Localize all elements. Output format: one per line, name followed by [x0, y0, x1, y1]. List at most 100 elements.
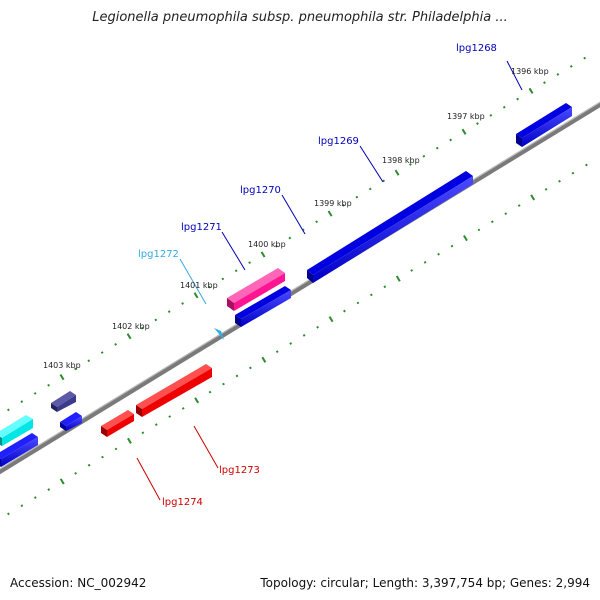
gene-label-lpg1274: lpg1274	[162, 497, 203, 508]
tick-mark	[235, 374, 239, 378]
tick-mark	[181, 407, 185, 410]
kbp-label-1402: 1402 kbp	[112, 322, 150, 331]
tick-mark	[328, 316, 334, 323]
gene-lpg1269[interactable]	[307, 171, 473, 283]
tick-mark	[463, 234, 468, 242]
tick-mark	[583, 56, 587, 60]
tick-mark	[100, 351, 104, 354]
tick-mark	[47, 488, 51, 491]
tick-mark	[221, 277, 225, 281]
tick-mark	[489, 113, 493, 117]
tick-mark	[502, 105, 506, 109]
tick-mark	[302, 333, 306, 337]
gene-lpg1270[interactable]	[235, 286, 291, 327]
gene-lpg1273[interactable]	[136, 364, 212, 417]
lower-tick-track	[7, 163, 588, 516]
tick-mark	[530, 194, 536, 201]
kbp-label-1398: 1398 kbp	[382, 156, 420, 165]
kbp-label-1400: 1400 kbp	[248, 240, 286, 249]
tick-mark	[461, 128, 467, 135]
tick-mark	[516, 97, 520, 101]
tick-mark	[275, 244, 278, 248]
tick-mark	[556, 73, 560, 76]
tick-mark	[114, 342, 117, 346]
kbp-labels: 1396 kbp 1397 kbp 1398 kbp 1399 kbp 1400…	[43, 67, 549, 370]
accession-text: Accession: NC_002942	[10, 576, 147, 590]
tick-mark	[368, 187, 372, 191]
tick-mark	[558, 179, 561, 183]
tick-mark	[248, 261, 251, 265]
gene-lpg1268[interactable]	[516, 103, 572, 147]
tick-mark	[316, 325, 319, 329]
tick-mark	[490, 220, 494, 224]
tick-mark	[141, 431, 145, 435]
tick-mark	[114, 447, 118, 451]
tick-mark	[289, 342, 293, 345]
tick-mark	[437, 252, 440, 256]
gene-blue-left[interactable]	[0, 433, 38, 467]
gene-label-lpg1273: lpg1273	[219, 465, 260, 476]
tick-mark	[59, 373, 65, 381]
tick-mark	[141, 326, 144, 330]
tick-mark	[208, 390, 212, 394]
tick-mark	[301, 228, 305, 232]
tick-mark	[476, 122, 479, 125]
gene-lpg1271[interactable]	[227, 268, 285, 311]
kbp-label-1399: 1399 kbp	[314, 199, 352, 208]
tick-mark	[7, 512, 10, 516]
gene-cyan-left[interactable]	[0, 415, 33, 446]
gene-lpg1274[interactable]	[101, 410, 134, 437]
gene-navy-small[interactable]	[51, 391, 76, 412]
tick-mark	[585, 163, 588, 167]
tick-mark	[288, 236, 292, 240]
tick-mark	[20, 504, 24, 508]
gene-blue-small[interactable]	[60, 412, 82, 431]
gene-lpg1272-marker[interactable]	[214, 328, 224, 340]
tick-mark	[234, 269, 238, 273]
tick-mark	[47, 383, 50, 387]
tick-mark	[356, 301, 360, 305]
tick-mark	[528, 87, 534, 94]
kbp-label-1396: 1396 kbp	[511, 67, 549, 76]
tick-mark	[74, 471, 78, 475]
tick-mark	[154, 423, 158, 427]
tick-mark	[101, 455, 104, 459]
tick-mark	[395, 275, 401, 282]
kbp-label-1401: 1401 kbp	[180, 281, 218, 290]
tick-mark	[394, 169, 400, 176]
tick-mark	[194, 397, 200, 404]
tick-mark	[208, 285, 211, 289]
upper-tick-track	[7, 56, 587, 412]
tick-mark	[504, 212, 508, 216]
tick-mark	[74, 367, 77, 371]
tick-mark	[477, 228, 481, 232]
tick-mark	[435, 146, 439, 150]
leader-lines	[136, 60, 523, 501]
tick-mark	[20, 400, 24, 404]
tick-mark	[544, 187, 548, 191]
tick-mark	[382, 179, 386, 183]
tick-mark	[154, 318, 158, 322]
tick-mark	[33, 496, 37, 500]
tick-mark	[517, 204, 521, 207]
tick-mark	[87, 359, 91, 363]
tick-mark	[181, 302, 184, 305]
genome-backbone-highlight	[0, 101, 600, 470]
tick-mark	[59, 478, 65, 485]
tick-mark	[33, 392, 37, 395]
tick-mark	[167, 310, 171, 314]
tick-mark	[7, 408, 10, 412]
tick-mark	[543, 81, 546, 85]
tick-mark	[342, 203, 345, 207]
tick-mark	[355, 195, 359, 199]
tick-mark	[383, 285, 387, 289]
gene-label-lpg1269: lpg1269	[318, 136, 359, 147]
tick-mark	[87, 463, 91, 467]
gene-label-lpg1272: lpg1272	[138, 249, 179, 260]
tick-mark	[249, 366, 252, 370]
genome-stats-text: Topology: circular; Length: 3,397,754 bp…	[260, 576, 590, 590]
tick-mark	[423, 260, 427, 264]
gene-labels: lpg1268 lpg1269 lpg1270 lpg1271 lpg1272 …	[138, 43, 497, 508]
gene-label-lpg1268: lpg1268	[456, 43, 497, 54]
